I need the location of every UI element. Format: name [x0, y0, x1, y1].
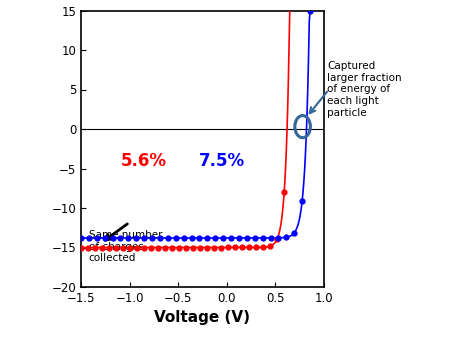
Text: 5.6%: 5.6%: [121, 152, 167, 170]
Text: Captured
larger fraction
of energy of
each light
particle: Captured larger fraction of energy of ea…: [327, 61, 401, 118]
Text: Same number
of charges
collected: Same number of charges collected: [89, 230, 162, 263]
X-axis label: Voltage (V): Voltage (V): [154, 310, 251, 326]
Text: 7.5%: 7.5%: [199, 152, 245, 170]
